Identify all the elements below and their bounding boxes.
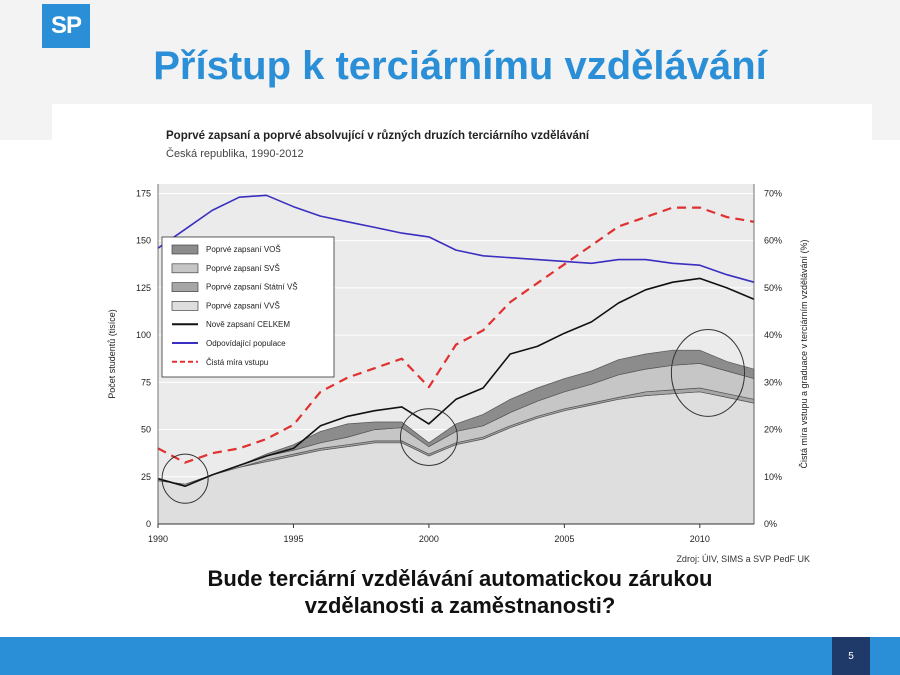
y-tick-label: 50 — [141, 425, 151, 435]
y2-tick-label: 10% — [764, 472, 782, 482]
legend-label: Čistá míra vstupu — [206, 358, 268, 367]
line-series — [157, 194, 755, 283]
question-line-2: vzdělanosti a zaměstnanosti? — [304, 593, 616, 618]
legend-label: Poprvé zapsaní VOŠ — [206, 245, 281, 254]
legend-swatch — [171, 301, 199, 311]
y-tick-label: 100 — [136, 330, 151, 340]
page-number: 5 — [832, 637, 870, 675]
y2-tick-label: 0% — [764, 519, 777, 529]
annotation-ellipse — [399, 408, 458, 466]
y-tick-label: 25 — [141, 472, 151, 482]
y-tick-label: 150 — [136, 236, 151, 246]
y2-tick-label: 60% — [764, 236, 782, 246]
annotation-ellipse — [161, 453, 209, 504]
y2-axis-title: Čistá míra vstupu a graduace v terciární… — [799, 239, 809, 468]
x-tick-label: 2005 — [554, 534, 574, 544]
sp-logo: SP — [42, 4, 90, 48]
y2-tick-label: 20% — [764, 425, 782, 435]
legend-label: Nově zapsaní CELKEM — [206, 320, 290, 329]
slide-title: Přístup k terciárnímu vzdělávání — [153, 44, 767, 88]
x-tick-label: 2000 — [419, 534, 439, 544]
y2-tick-label: 30% — [764, 377, 782, 387]
y-tick-label: 0 — [146, 519, 151, 529]
legend-label: Poprvé zapsaní VVŠ — [206, 301, 280, 310]
slide-question: Bude terciární vzdělávání automatickou z… — [60, 565, 860, 619]
legend-swatch — [171, 244, 199, 255]
x-tick-label: 1990 — [148, 534, 168, 544]
y-tick-label: 175 — [136, 188, 151, 198]
x-tick-label: 2010 — [690, 534, 710, 544]
legend-label: Poprvé zapsaní SVŠ — [206, 264, 280, 273]
legend-label: Poprvé zapsaní Státní VŠ — [206, 283, 298, 292]
y-tick-label: 125 — [136, 283, 151, 293]
tertiary-education-chart: Poprvé zapsaní a poprvé absolvující v rů… — [107, 130, 810, 564]
legend-label: Odpovídající populace — [206, 339, 286, 348]
chart-source: Zdroj: ÚIV, SIMS a SVP PedF UK — [676, 554, 810, 564]
line-series — [157, 206, 755, 464]
question-line-1: Bude terciární vzdělávání automatickou z… — [207, 566, 713, 591]
legend-swatch — [171, 282, 199, 292]
x-tick-label: 1995 — [283, 534, 303, 544]
y2-tick-label: 70% — [764, 188, 782, 198]
chart-subtitle: Česká republika, 1990-2012 — [166, 147, 304, 160]
line-series — [157, 277, 755, 488]
chart-title: Poprvé zapsaní a poprvé absolvující v rů… — [166, 130, 590, 142]
y2-tick-label: 40% — [764, 330, 782, 340]
chart-card: Poprvé zapsaní a poprvé absolvující v rů… — [52, 104, 872, 569]
y-axis-title: Počet studentů (tisíce) — [107, 309, 117, 399]
y-tick-label: 75 — [141, 377, 151, 387]
footer-bar — [0, 637, 900, 675]
plot-area: 0 0% 25 10% 50 20% 75 30% 100 40% 125 50% 150 60% 175 7… — [107, 184, 809, 544]
legend-swatch — [171, 263, 199, 274]
annotation-ellipse — [670, 328, 746, 417]
y2-tick-label: 50% — [764, 283, 782, 293]
